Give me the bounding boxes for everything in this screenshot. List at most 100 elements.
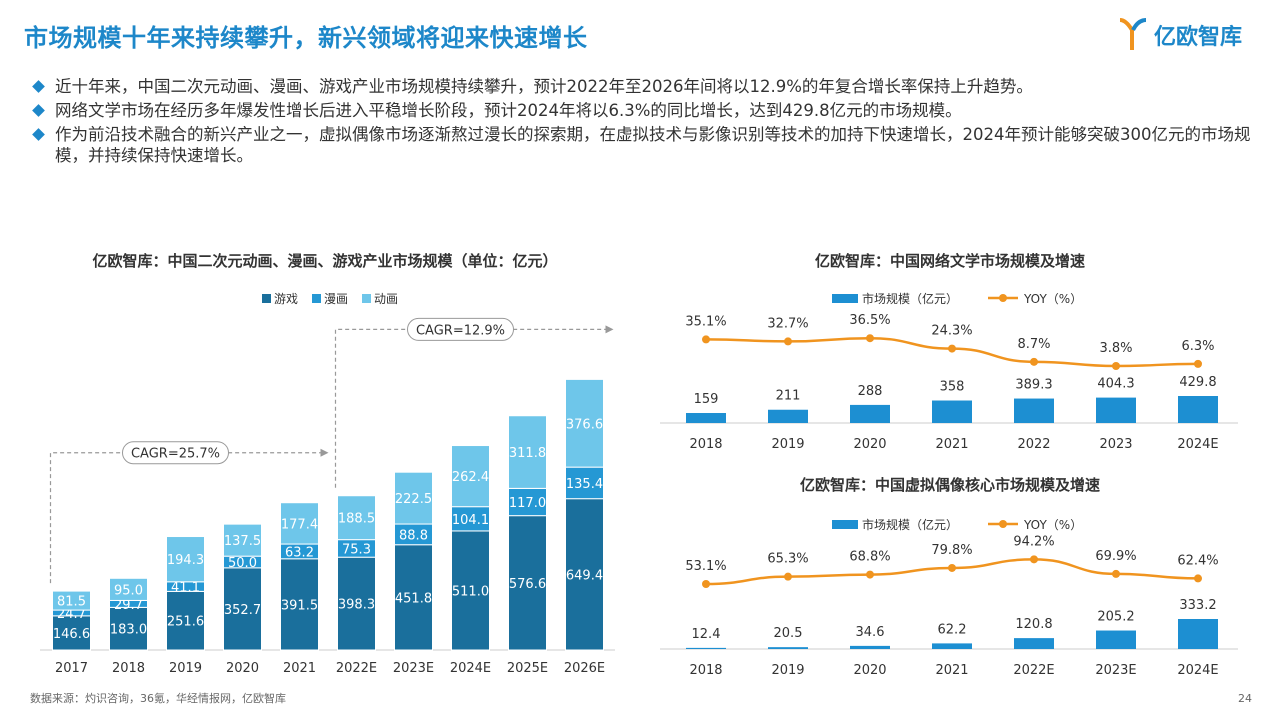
legend-label: 漫画	[324, 292, 348, 306]
logo-text: 亿欧智库	[1154, 25, 1243, 50]
yoy-point	[702, 335, 710, 344]
x-tick-label: 2024E	[1177, 437, 1218, 452]
bullet-text: 网络文学市场在经历多年爆发性增长后进入平稳增长阶段，预计2024年将以6.3%的…	[55, 101, 962, 120]
yoy-label: 8.7%	[1017, 337, 1050, 352]
page-title: 市场规模十年来持续攀升，新兴领域将迎来快速增长	[24, 24, 588, 52]
yoy-point	[866, 334, 874, 343]
legend-label: 市场规模（亿元）	[862, 291, 958, 306]
arrow-icon	[320, 448, 329, 457]
data-label: 205.2	[1097, 610, 1134, 625]
bar	[768, 409, 808, 423]
bar-segment	[166, 536, 205, 583]
bar	[932, 643, 972, 649]
bullet-item: 网络文学市场在经历多年爆发性增长后进入平稳增长阶段，预计2024年将以6.3%的…	[30, 100, 1260, 121]
data-label: 404.3	[1097, 377, 1134, 392]
bar	[1178, 619, 1218, 649]
bar	[1096, 397, 1136, 423]
data-label: 104.1	[452, 513, 489, 528]
legend-swatch	[832, 294, 858, 303]
data-label: 34.6	[856, 625, 885, 640]
legend-label: YOY（%）	[1023, 518, 1082, 532]
data-label: 576.6	[509, 577, 546, 592]
chart3-bar-line: 市场规模（亿元） YOY（%） 12.4 2018 20.5 2019 34.6 2020 62…	[660, 517, 1238, 678]
bullet-item: 作为前沿技术融合的新兴产业之一，虚拟偶像市场逐渐熬过漫长的探索期，在虚拟技术与影…	[30, 124, 1260, 166]
bar-segment	[565, 498, 604, 651]
bar-segment	[451, 445, 490, 508]
bar-segment	[337, 495, 376, 541]
yoy-point	[1194, 359, 1202, 368]
bar-segment	[109, 606, 148, 651]
yoy-point	[702, 580, 710, 588]
data-label: 41.1	[171, 581, 200, 596]
yoy-label: 3.8%	[1099, 341, 1132, 356]
bar-segment	[451, 506, 490, 532]
yoy-label: 24.3%	[931, 324, 972, 339]
logo-icon	[1119, 18, 1147, 50]
legend-label: YOY（%）	[1023, 292, 1082, 306]
arrow-icon	[605, 325, 614, 334]
data-label: 251.6	[167, 615, 204, 630]
bar	[850, 404, 890, 423]
yoy-label: 68.8%	[849, 550, 890, 565]
x-tick-label: 2021	[935, 663, 968, 678]
logo: 亿欧智库	[1118, 18, 1242, 52]
yoy-point	[1030, 555, 1038, 564]
cagr-label: CAGR=25.7%	[131, 447, 220, 462]
chart1-stacked-bar: 游戏 漫画 动画 146.6 24.781.5 2017 183.0 29.795.0 2018…	[40, 292, 615, 676]
bar	[686, 413, 726, 423]
legend-swatch	[362, 294, 371, 303]
bar-segment	[337, 556, 376, 651]
data-label: 352.7	[224, 603, 261, 618]
bar-segment	[508, 487, 547, 517]
yoy-label: 62.4%	[1177, 553, 1218, 568]
yoy-label: 94.2%	[1013, 534, 1054, 549]
x-tick-label: 2022	[1017, 437, 1050, 452]
bar-segment	[223, 523, 262, 557]
x-tick-label: 2022E	[336, 661, 377, 676]
x-tick-label: 2021	[935, 437, 968, 452]
cagr-badge	[407, 317, 514, 341]
data-label: 50.0	[228, 556, 257, 571]
cagr-line	[334, 328, 606, 488]
bar	[768, 647, 808, 649]
data-label: 391.5	[281, 598, 318, 613]
data-label: 88.8	[399, 528, 428, 543]
yoy-point	[866, 570, 874, 579]
data-label: 12.4	[692, 627, 721, 642]
data-label: 311.8	[509, 446, 546, 461]
x-tick-label: 2024E	[1177, 663, 1218, 678]
bar-segment	[52, 590, 91, 611]
bar	[850, 645, 890, 649]
data-label: 135.4	[566, 477, 603, 492]
yoy-label: 35.1%	[685, 314, 726, 329]
legend-marker	[999, 294, 1007, 302]
chart2-title: 亿欧智库：中国网络文学市场规模及增速	[814, 252, 1085, 270]
bar	[1014, 638, 1054, 649]
data-label: 159	[694, 392, 719, 407]
diamond-icon	[32, 128, 45, 141]
x-tick-label: 2018	[112, 661, 145, 676]
data-label: 376.6	[566, 417, 603, 432]
diamond-icon	[32, 80, 45, 93]
data-label: 95.0	[114, 583, 143, 598]
legend-swatch	[262, 294, 271, 303]
cagr-label: CAGR=12.9%	[416, 323, 505, 338]
chart2-bar-line: 市场规模（亿元） YOY（%） 159 2018 211 2019 288 2020 358 20…	[660, 291, 1238, 452]
data-label: 398.3	[338, 598, 375, 613]
data-label: 188.5	[338, 512, 375, 527]
x-tick-label: 2018	[689, 437, 722, 452]
legend-marker	[999, 520, 1007, 528]
yoy-point	[1194, 574, 1202, 583]
data-label: 511.0	[452, 584, 489, 599]
data-label: 288	[858, 384, 883, 399]
yoy-label: 79.8%	[931, 543, 972, 558]
bullet-text: 近十年来，中国二次元动画、漫画、游戏产业市场规模持续攀升，预计2022年至202…	[55, 77, 1033, 96]
source-note: 数据来源：灼识咨询，36氪，华经情报网，亿欧智库	[30, 692, 286, 705]
yoy-point	[784, 337, 792, 346]
x-tick-label: 2022E	[1013, 663, 1054, 678]
data-label: 62.2	[938, 622, 967, 637]
chart3-title: 亿欧智库：中国虚拟偶像核心市场规模及增速	[799, 476, 1100, 494]
legend-label: 动画	[374, 292, 398, 306]
bullet-item: 近十年来，中国二次元动画、漫画、游戏产业市场规模持续攀升，预计2022年至202…	[30, 76, 1260, 97]
data-label: 20.5	[774, 626, 803, 641]
